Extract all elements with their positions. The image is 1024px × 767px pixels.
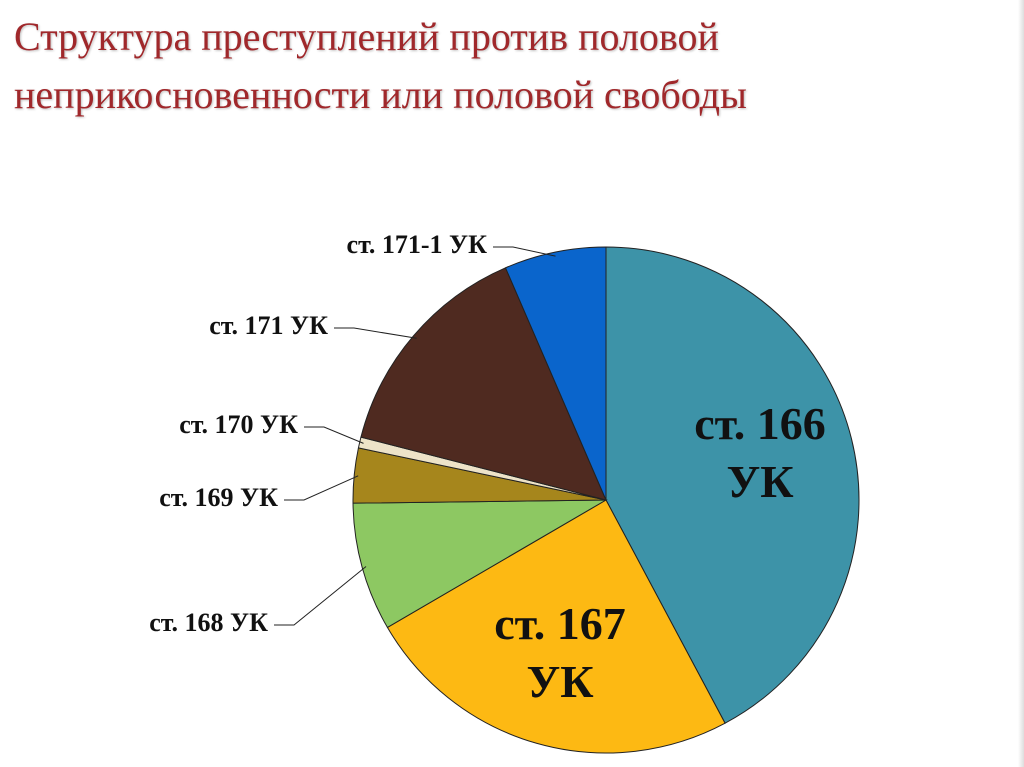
leader-line [334, 327, 417, 339]
chart-title: Структура преступлений против половой не… [14, 14, 747, 117]
pie-slice [386, 499, 726, 754]
slice-label: ст. 166 УК [694, 398, 826, 507]
leader-line [493, 246, 556, 257]
leader-line [284, 475, 359, 501]
pie-slice [605, 246, 860, 724]
slice-label: ст. 171-1 УК [347, 230, 488, 259]
pie-slice [504, 246, 607, 501]
slice-label: ст. 170 УК [179, 410, 298, 439]
pie-slice [352, 499, 608, 629]
slice-label: ст. 169 УК [159, 483, 278, 512]
frame [1018, 0, 1024, 767]
pie-slice [360, 267, 607, 501]
slice-label: ст. 168 УК [149, 608, 268, 637]
leader-line [304, 426, 364, 444]
slice-label: ст. 167 УК [494, 598, 626, 707]
leader-line [274, 566, 367, 626]
slice-label: ст. 171 УК [209, 311, 328, 340]
